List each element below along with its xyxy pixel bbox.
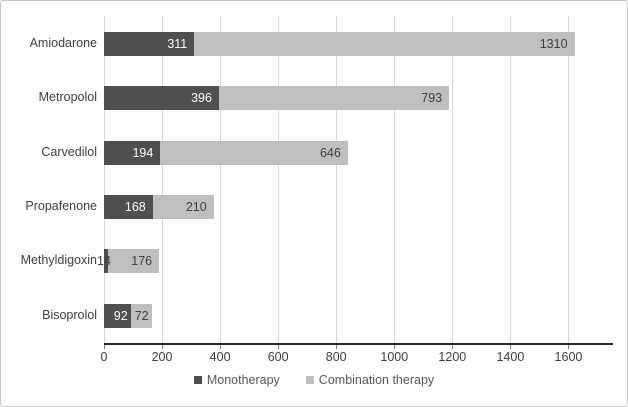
tick-mark-200 xyxy=(162,345,164,349)
legend-swatch-icon xyxy=(305,376,314,384)
tick-mark-1400 xyxy=(510,345,512,349)
data-label: 168 xyxy=(124,199,146,214)
tick-label-1400: 1400 xyxy=(496,350,525,364)
tick-label-600: 600 xyxy=(267,350,289,364)
x-axis-line xyxy=(104,343,613,345)
category-label-amiodarone: Amiodarone xyxy=(29,36,97,50)
tick-mark-1600 xyxy=(568,345,570,349)
tick-label-400: 400 xyxy=(209,350,231,364)
category-label-methyldigoxin: Methyldigoxin xyxy=(20,253,97,268)
data-label: 72 xyxy=(134,308,149,323)
data-label: 92 xyxy=(113,308,128,323)
tick-label-0: 0 xyxy=(100,350,108,364)
bar-segment-monotherapy: 194 xyxy=(104,140,161,165)
gridline-1200 xyxy=(452,16,454,343)
gridline-600 xyxy=(278,16,280,343)
bar-segment-monotherapy: 14 xyxy=(97,249,111,274)
legend: Monotherapy Combination therapy xyxy=(1,373,627,387)
tick-label-800: 800 xyxy=(325,350,347,364)
data-label: 210 xyxy=(185,199,207,214)
gridline-0 xyxy=(104,16,105,343)
gridline-1600 xyxy=(568,16,570,343)
gridline-1400 xyxy=(510,16,512,343)
legend-item-monotherapy: Monotherapy xyxy=(193,373,280,387)
gridline-800 xyxy=(336,16,338,343)
legend-label: Combination therapy xyxy=(318,373,435,387)
legend-swatch-icon xyxy=(193,376,202,384)
bar-segment-combination-therapy: 176 xyxy=(108,249,160,274)
data-label: 1310 xyxy=(539,37,568,51)
category-label-metropolol: Metropolol xyxy=(38,90,97,105)
plot-area: 311 1310 396 793 194 646 168 210 14 176 92 72 xyxy=(97,16,612,343)
category-label-propafenone: Propafenone xyxy=(25,198,97,213)
tick-mark-800 xyxy=(336,345,338,349)
tick-mark-600 xyxy=(278,345,280,349)
bar-segment-monotherapy: 311 xyxy=(104,32,195,56)
bar-segment-monotherapy: 396 xyxy=(104,86,219,111)
data-label: 311 xyxy=(167,37,188,51)
data-label: 793 xyxy=(421,91,443,106)
bar-segment-monotherapy: 92 xyxy=(104,303,131,328)
tick-mark-1000 xyxy=(394,345,396,349)
category-label-bisoprolol: Bisoprolol xyxy=(42,307,97,322)
data-label: 646 xyxy=(319,145,341,160)
tick-label-1000: 1000 xyxy=(380,350,409,364)
bar-segment-combination-therapy: 72 xyxy=(130,303,152,328)
data-label: 396 xyxy=(191,91,212,106)
tick-mark-1200 xyxy=(452,345,454,349)
gridline-200 xyxy=(162,16,164,343)
tick-label-1200: 1200 xyxy=(438,350,467,364)
bar-segment-combination-therapy: 793 xyxy=(218,86,450,111)
tick-mark-400 xyxy=(220,345,222,349)
gridline-1000 xyxy=(394,16,396,343)
legend-item-combination-therapy: Combination therapy xyxy=(305,373,435,387)
data-label: 194 xyxy=(132,145,154,160)
legend-label: Monotherapy xyxy=(206,373,280,387)
tick-label-200: 200 xyxy=(151,350,173,364)
bar-segment-monotherapy: 168 xyxy=(104,194,153,219)
data-label: 14 xyxy=(97,254,111,269)
tick-mark-0 xyxy=(104,345,105,349)
bar-segment-combination-therapy: 646 xyxy=(160,140,348,165)
bar-segment-combination-therapy: 1310 xyxy=(194,32,575,56)
bar-segment-combination-therapy: 210 xyxy=(152,194,214,219)
tick-label-1600: 1600 xyxy=(554,350,583,364)
gridline-400 xyxy=(220,16,222,343)
data-label: 176 xyxy=(131,254,153,269)
category-label-carvedilol: Carvedilol xyxy=(41,144,97,159)
